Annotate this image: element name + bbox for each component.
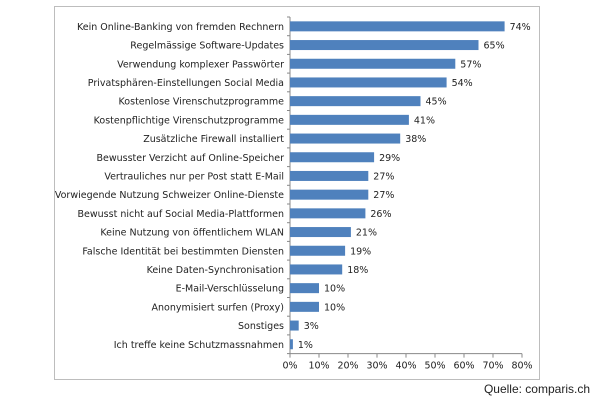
bar	[290, 189, 369, 200]
x-tick-label: 0%	[282, 361, 297, 372]
x-tick-label: 40%	[395, 361, 416, 372]
source-label: Quelle: comparis.ch	[483, 382, 590, 396]
value-label: 10%	[324, 302, 345, 313]
x-tick-label: 20%	[337, 361, 358, 372]
value-label: 19%	[350, 246, 371, 257]
bar	[290, 170, 369, 181]
category-label: E-Mail-Verschlüsselung	[176, 284, 284, 295]
bar	[290, 339, 293, 350]
category-label: Privatsphären-Einstellungen Social Media	[88, 78, 284, 89]
x-tick-label: 30%	[366, 361, 387, 372]
category-label: Vertrauliches nur per Post statt E-Mail	[104, 171, 284, 182]
value-label: 18%	[347, 265, 368, 276]
value-label: 41%	[414, 115, 435, 126]
value-label: 27%	[373, 190, 394, 201]
category-label: Bewusst nicht auf Social Media-Plattform…	[78, 209, 284, 220]
value-label: 27%	[373, 171, 394, 182]
x-tick-label: 70%	[482, 361, 503, 372]
bar	[290, 301, 319, 312]
bar	[290, 208, 366, 219]
value-label: 1%	[298, 340, 313, 351]
bar	[290, 283, 319, 294]
category-label: Ich treffe keine Schutzmassnahmen	[114, 340, 284, 351]
x-tick-label: 50%	[424, 361, 445, 372]
bar	[290, 133, 401, 144]
category-label: Zusätzliche Firewall installiert	[143, 134, 284, 145]
bar	[290, 21, 505, 32]
category-label: Anonymisiert surfen (Proxy)	[152, 302, 285, 313]
bar	[290, 58, 456, 69]
category-label: Falsche Identität bei bestimmten Dienste…	[82, 246, 284, 257]
bar	[290, 77, 447, 88]
category-label: Keine Daten-Synchronisation	[147, 265, 284, 276]
value-label: 21%	[356, 228, 377, 239]
x-tick-label: 10%	[308, 361, 329, 372]
value-label: 3%	[304, 321, 319, 332]
x-tick-label: 80%	[511, 361, 532, 372]
bar	[290, 320, 299, 331]
x-tick-label: 60%	[453, 361, 474, 372]
value-label: 65%	[484, 41, 505, 52]
category-label: Regelmässige Software-Updates	[130, 41, 284, 52]
category-label: Kein Online-Banking von fremden Rechnern	[77, 22, 284, 33]
bar	[290, 40, 479, 51]
bar	[290, 152, 375, 163]
value-label: 10%	[324, 284, 345, 295]
bar	[290, 96, 421, 107]
value-label: 74%	[510, 22, 531, 33]
value-label: 57%	[460, 59, 481, 70]
bar	[290, 264, 343, 275]
category-label: Kostenpflichtige Virenschutzprogramme	[94, 115, 284, 126]
chart-frame: Kein Online-Banking von fremden Rechnern…	[54, 6, 540, 380]
value-label: 26%	[370, 209, 391, 220]
value-label: 45%	[426, 97, 447, 108]
value-label: 54%	[452, 78, 473, 89]
value-label: 29%	[379, 153, 400, 164]
bar	[290, 245, 346, 256]
category-label: Bewusster Verzicht auf Online-Speicher	[97, 153, 285, 164]
category-label: Kostenlose Virenschutzprogramme	[119, 97, 285, 108]
bar	[290, 114, 409, 125]
category-label: Verwendung komplexer Passwörter	[117, 59, 284, 70]
bar	[290, 227, 351, 238]
value-label: 38%	[405, 134, 426, 145]
category-label: Sonstiges	[238, 321, 284, 332]
category-label: Vorwiegende Nutzung Schweizer Online-Die…	[55, 190, 284, 201]
category-label: Keine Nutzung von öffentlichem WLAN	[100, 228, 284, 239]
bar-chart: Kein Online-Banking von fremden Rechnern…	[55, 16, 533, 372]
